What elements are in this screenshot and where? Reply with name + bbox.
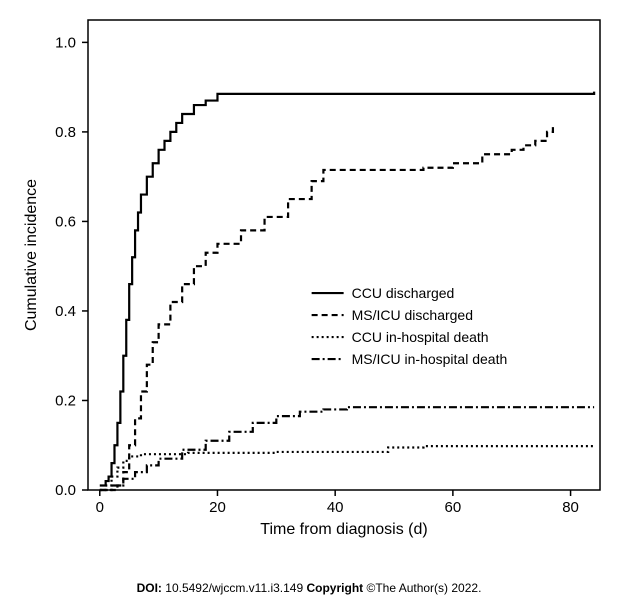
- copyright-label: Copyright: [306, 581, 363, 595]
- svg-text:60: 60: [445, 499, 462, 516]
- svg-text:Time from diagnosis (d): Time from diagnosis (d): [260, 521, 427, 538]
- svg-text:CCU discharged: CCU discharged: [352, 285, 455, 301]
- chart-svg: 0 20 40 60 80 0.0 0.2 0.4 0.6 0.8 1.0 Time from dia…: [10, 10, 608, 540]
- svg-text:80: 80: [562, 499, 579, 516]
- svg-text:0.8: 0.8: [55, 124, 76, 141]
- svg-text:0.6: 0.6: [55, 213, 76, 230]
- cumulative-incidence-chart: 0 20 40 60 80 0.0 0.2 0.4 0.6 0.8 1.0 Time from dia…: [10, 10, 608, 577]
- svg-text:20: 20: [209, 499, 226, 516]
- svg-text:Cumulative incidence: Cumulative incidence: [23, 179, 40, 331]
- svg-text:1.0: 1.0: [55, 34, 76, 51]
- doi-value: 10.5492/wjccm.v11.i3.149: [165, 581, 303, 595]
- copyright-text: ©The Author(s) 2022.: [367, 581, 482, 595]
- svg-text:0.0: 0.0: [55, 482, 76, 499]
- svg-text:0.2: 0.2: [55, 392, 76, 409]
- svg-text:MS/ICU in-hospital death: MS/ICU in-hospital death: [352, 351, 508, 367]
- doi-label: DOI:: [137, 581, 162, 595]
- svg-text:40: 40: [327, 499, 344, 516]
- figure-caption: DOI: 10.5492/wjccm.v11.i3.149 Copyright …: [10, 581, 608, 595]
- svg-text:0.4: 0.4: [55, 303, 76, 320]
- svg-text:0: 0: [96, 499, 104, 516]
- svg-text:MS/ICU discharged: MS/ICU discharged: [352, 307, 473, 323]
- svg-text:CCU in-hospital death: CCU in-hospital death: [352, 329, 489, 345]
